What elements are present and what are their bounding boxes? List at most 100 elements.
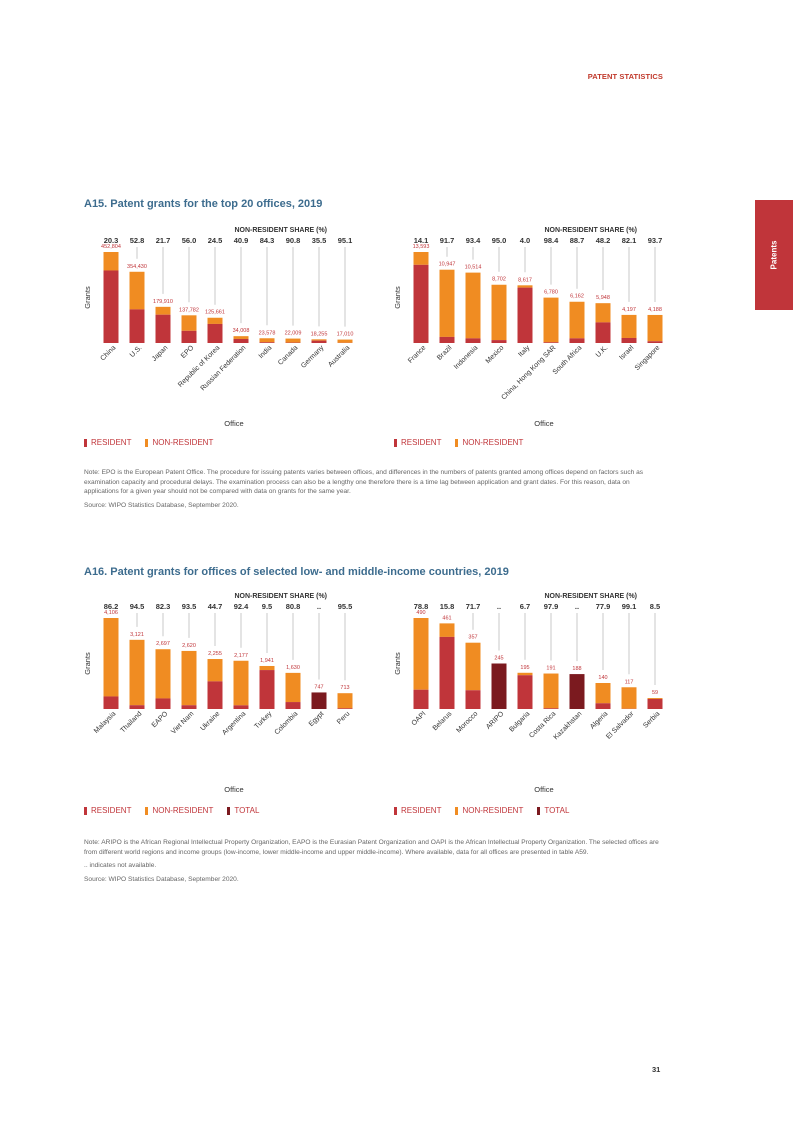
note-a16-text: Note: ARIPO is the African Regional Inte… <box>84 839 659 856</box>
bar-resident <box>517 675 533 709</box>
legend-total-swatch <box>227 806 231 815</box>
bar-resident <box>259 342 275 343</box>
bar-resident <box>103 696 119 709</box>
note-a15-source: Source: WIPO Statistics Database, Septem… <box>84 501 239 509</box>
chart-a16-right: NON-RESIDENT SHARE (%) Grants Office 78.8 49… <box>393 592 664 797</box>
category-label: Colombia <box>274 710 300 736</box>
y-axis-label: Grants <box>83 286 92 309</box>
legend-resident: RESIDENT <box>394 806 441 815</box>
legend-total: TOTAL <box>227 806 259 815</box>
category-label: Kazakhstan <box>553 710 584 741</box>
category-label: Peru <box>336 710 351 725</box>
data-label: 188 <box>572 666 581 672</box>
bar-non-resident <box>103 618 119 697</box>
share-value: .. <box>317 602 321 611</box>
bar-non-resident <box>439 623 455 637</box>
bar-non-resident <box>181 650 197 706</box>
data-label: 34,008 <box>233 328 250 334</box>
bar-non-resident <box>569 301 585 339</box>
note-a15: Note: EPO is the European Patent Office.… <box>84 468 664 514</box>
category-label: India <box>258 344 274 360</box>
legend-a16-left: RESIDENT NON-RESIDENT TOTAL <box>84 806 259 815</box>
category-label: Egypt <box>308 710 326 728</box>
category-label: ARIPO <box>485 710 506 731</box>
category-label: Australia <box>327 344 351 368</box>
data-label: 452,804 <box>101 244 121 250</box>
legend-a16-right: RESIDENT NON-RESIDENT TOTAL <box>394 806 569 815</box>
bar-non-resident <box>517 285 533 288</box>
category-label: Viet Nam <box>170 710 195 735</box>
bar-resident <box>465 690 481 709</box>
bar-non-resident <box>413 618 429 690</box>
data-label: 117 <box>625 679 634 685</box>
bar-non-resident <box>491 284 507 341</box>
bar-resident <box>595 322 611 343</box>
share-value: 94.5 <box>130 602 145 611</box>
bar-resident <box>543 708 559 709</box>
legend-non-resident: NON-RESIDENT <box>145 806 213 815</box>
data-label: 195 <box>520 665 529 671</box>
x-axis-label: Office <box>534 419 553 428</box>
category-label: Russian Federation <box>200 344 248 392</box>
share-value: 98.4 <box>544 236 559 245</box>
bar-resident <box>259 670 275 709</box>
category-label: Bulgaria <box>508 710 531 733</box>
share-value: 6.7 <box>520 602 530 611</box>
bar-non-resident <box>413 252 429 265</box>
note-a16: Note: ARIPO is the African Regional Inte… <box>84 838 664 888</box>
data-label: 6,162 <box>570 294 584 300</box>
bar-resident <box>311 340 327 343</box>
category-label: Indonesia <box>453 344 479 370</box>
data-label: 191 <box>546 666 555 672</box>
bar-non-resident <box>233 660 249 706</box>
share-value: 48.2 <box>596 236 611 245</box>
chart-svg: NON-RESIDENT SHARE (%) Grants Office 78.849… <box>393 593 663 794</box>
data-label: 713 <box>340 685 349 691</box>
legend-non-resident-label: NON-RESIDENT <box>152 438 214 447</box>
side-tab-patents[interactable]: Patents <box>755 200 793 310</box>
data-label: 6,780 <box>544 290 558 296</box>
category-label: Japan <box>151 344 170 363</box>
legend-resident-label: RESIDENT <box>91 438 132 447</box>
data-label: 8,617 <box>518 277 532 283</box>
data-label: 1,630 <box>286 665 300 671</box>
bar-resident <box>129 309 145 343</box>
bar-non-resident <box>207 659 223 682</box>
data-label: 747 <box>314 684 323 690</box>
share-value: .. <box>497 602 501 611</box>
data-label: 461 <box>442 615 451 621</box>
legend-non-resident-swatch <box>145 806 149 815</box>
share-value: 88.7 <box>570 236 585 245</box>
bar-non-resident <box>465 272 481 339</box>
bar-non-resident <box>595 303 611 323</box>
data-label: 3,121 <box>130 632 144 638</box>
data-label: 1,941 <box>260 658 274 664</box>
share-value: 90.8 <box>286 236 301 245</box>
chart-svg: NON-RESIDENT SHARE (%) Grants Office 20.345… <box>83 227 353 428</box>
bar-non-resident <box>337 339 353 343</box>
bar-resident <box>595 703 611 709</box>
bar-non-resident <box>129 639 145 706</box>
data-label: 2,255 <box>208 651 222 657</box>
bar-non-resident <box>259 665 275 671</box>
bar-resident <box>337 708 353 709</box>
legend-non-resident: NON-RESIDENT <box>455 806 523 815</box>
bar-resident <box>207 681 223 709</box>
share-value: 97.9 <box>544 602 559 611</box>
category-label: Canada <box>277 344 299 366</box>
legend-resident-label: RESIDENT <box>401 806 442 815</box>
bar-resident <box>543 342 559 343</box>
bar-non-resident <box>621 687 637 709</box>
legend-non-resident-swatch <box>145 438 149 447</box>
share-value: 82.1 <box>622 236 637 245</box>
category-label: Brazil <box>436 344 454 362</box>
data-label: 357 <box>468 635 477 641</box>
bar-non-resident <box>181 315 197 331</box>
bar-non-resident <box>207 317 223 324</box>
side-tab-label: Patents <box>769 240 779 270</box>
bar-total <box>491 663 507 709</box>
share-value: 78.8 <box>414 602 429 611</box>
share-value: .. <box>575 602 579 611</box>
data-label: 4,188 <box>648 307 662 313</box>
note-a16-source: Source: WIPO Statistics Database, Septem… <box>84 875 239 883</box>
